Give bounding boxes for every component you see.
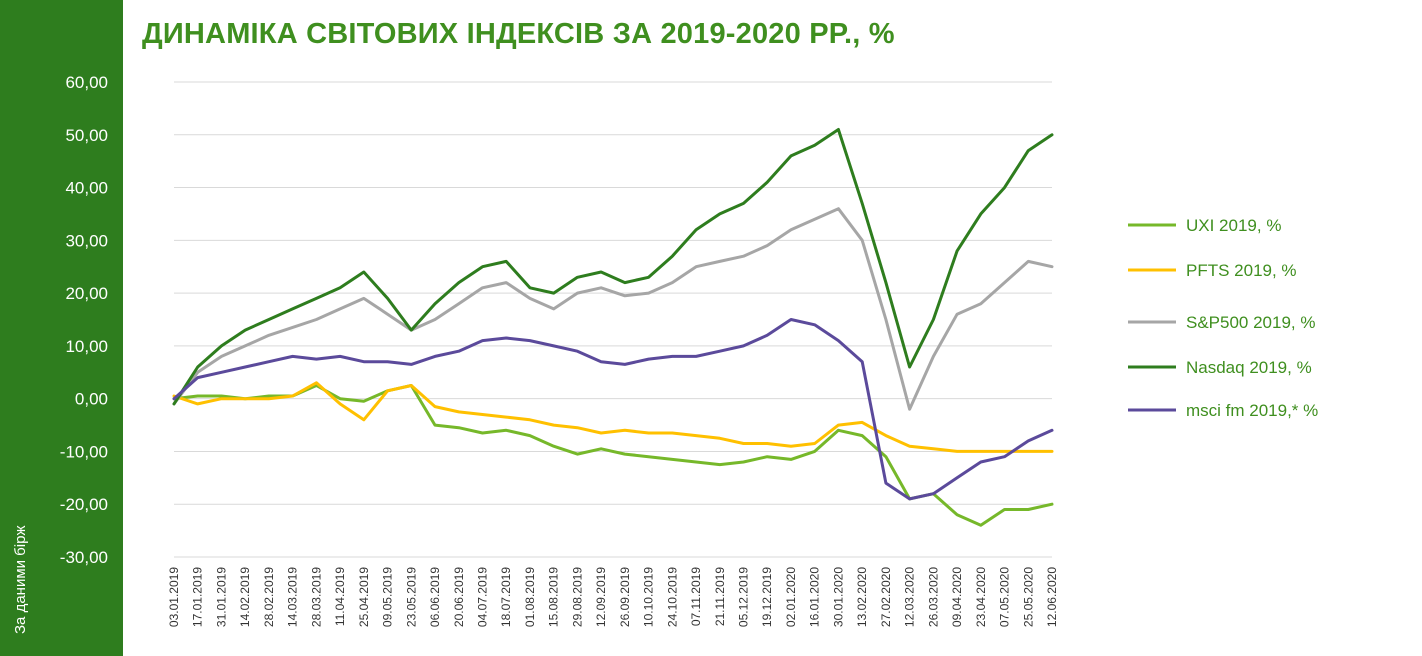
x-tick-label: 17.01.2019	[191, 567, 205, 627]
x-tick-label: 12.06.2020	[1045, 567, 1059, 627]
legend-label-msci: msci fm 2019,* %	[1186, 401, 1318, 420]
x-tick-label: 21.11.2019	[713, 567, 727, 626]
y-tick-label: 0,00	[75, 390, 108, 409]
legend-label-nasdaq: Nasdaq 2019, %	[1186, 358, 1312, 377]
x-tick-label: 23.05.2019	[404, 567, 418, 627]
y-tick-label: -30,00	[60, 548, 108, 567]
x-tick-label: 26.09.2019	[618, 567, 632, 627]
x-tick-label: 04.07.2019	[475, 567, 489, 627]
x-tick-label: 25.04.2019	[357, 567, 371, 627]
y-tick-label: 30,00	[65, 231, 108, 250]
y-axis-ticks: 60,00 50,00 40,00 30,00 20,00 10,00 0,00 -10,00…	[60, 73, 108, 567]
x-tick-label: 12.03.2020	[903, 567, 917, 627]
y-tick-label: 60,00	[65, 73, 108, 92]
x-tick-label: 18.07.2019	[499, 567, 513, 627]
y-tick-label: 50,00	[65, 126, 108, 145]
x-tick-label: 27.02.2020	[879, 567, 893, 627]
x-tick-label: 24.10.2019	[665, 567, 679, 627]
legend-label-uxi: UXI 2019, %	[1186, 216, 1281, 235]
x-tick-label: 28.03.2019	[309, 567, 323, 627]
x-tick-label: 14.02.2019	[238, 567, 252, 627]
x-tick-label: 16.01.2020	[808, 567, 822, 627]
series-line-msci	[172, 318, 1054, 501]
x-tick-label: 06.06.2019	[428, 567, 442, 627]
x-tick-label: 30.01.2020	[831, 567, 845, 627]
x-tick-label: 09.05.2019	[381, 567, 395, 627]
sidebar-panel	[0, 0, 123, 656]
x-tick-label: 02.01.2020	[784, 567, 798, 627]
y-tick-label: -10,00	[60, 442, 108, 461]
legend: UXI 2019, % PFTS 2019, % S&P500 2019, % Nas…	[1128, 216, 1318, 420]
x-tick-label: 29.08.2019	[570, 567, 584, 627]
x-tick-label: 05.12.2019	[737, 567, 751, 627]
x-tick-label: 28.02.2019	[262, 567, 276, 627]
x-tick-label: 10.10.2019	[642, 567, 656, 627]
x-axis-ticks: 03.01.2019 17.01.2019 31.01.2019 14.02.2019…	[167, 567, 1059, 627]
legend-label-pfts: PFTS 2019, %	[1186, 261, 1297, 280]
x-tick-label: 31.01.2019	[214, 567, 228, 627]
legend-label-sp500: S&P500 2019, %	[1186, 313, 1315, 332]
series-line-nasdaq	[172, 128, 1054, 406]
x-tick-label: 07.05.2020	[998, 567, 1012, 627]
series-line-sp500	[172, 207, 1054, 411]
y-tick-label: 40,00	[65, 179, 108, 198]
x-tick-label: 01.08.2019	[523, 567, 537, 627]
y-tick-label: -20,00	[60, 495, 108, 514]
x-tick-label: 07.11.2019	[689, 567, 703, 626]
x-tick-label: 19.12.2019	[760, 567, 774, 627]
x-tick-label: 03.01.2019	[167, 567, 181, 627]
series-line-pfts	[172, 381, 1054, 453]
y-tick-label: 20,00	[65, 284, 108, 303]
chart-title: ДИНАМІКА СВІТОВИХ ІНДЕКСІВ ЗА 2019-2020 …	[142, 18, 895, 50]
x-tick-label: 11.04.2019	[333, 567, 347, 626]
x-tick-label: 14.03.2019	[286, 567, 300, 627]
grid-layer	[174, 81, 1052, 558]
x-tick-label: 13.02.2020	[855, 567, 869, 627]
x-tick-label: 25.05.2020	[1021, 567, 1035, 627]
x-tick-label: 09.04.2020	[950, 567, 964, 627]
x-tick-label: 23.04.2020	[974, 567, 988, 627]
x-tick-label: 12.09.2019	[594, 567, 608, 627]
x-tick-label: 15.08.2019	[547, 567, 561, 627]
y-tick-label: 10,00	[65, 337, 108, 356]
x-tick-label: 26.03.2020	[926, 567, 940, 627]
series-lines	[172, 128, 1054, 527]
x-tick-label: 20.06.2019	[452, 567, 466, 627]
